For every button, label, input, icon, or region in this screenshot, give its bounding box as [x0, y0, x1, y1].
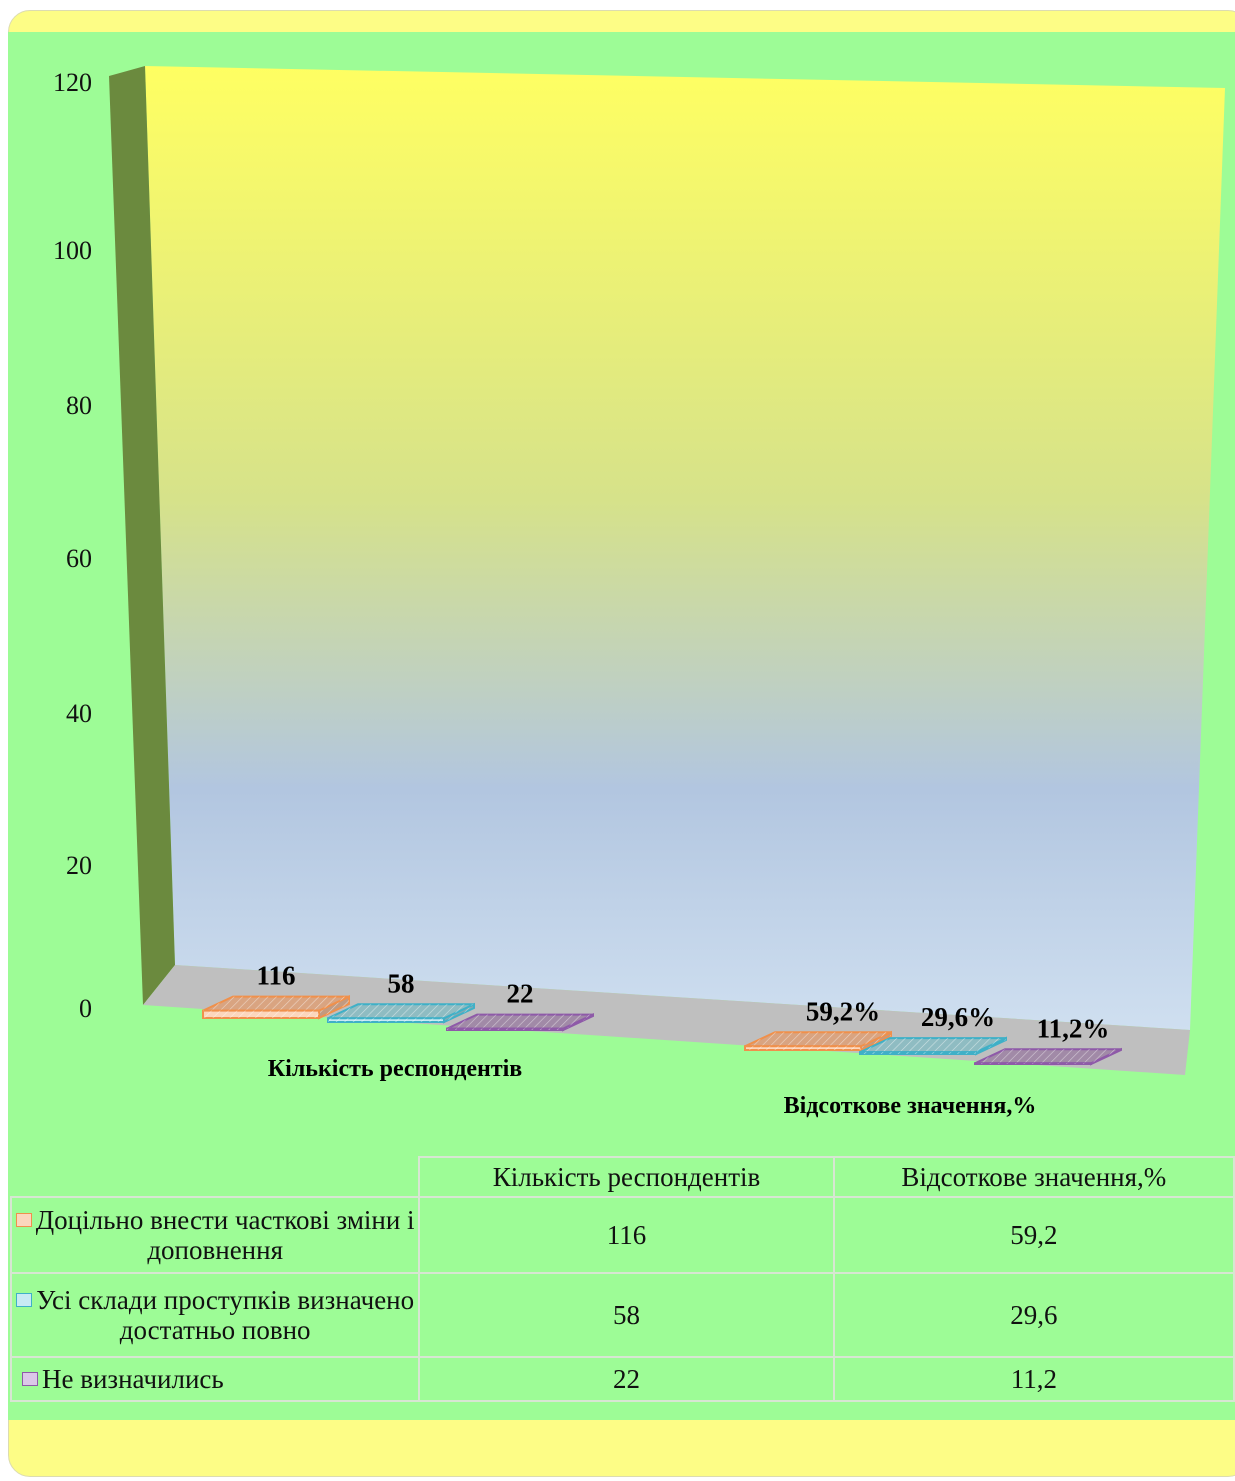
table-row: Не визначились 22 11,2 — [9, 1356, 1235, 1402]
data-label: 58 — [388, 968, 415, 998]
bar-face-hatch — [975, 1063, 1091, 1064]
bar-side-hatch — [319, 996, 349, 1018]
bar-top-hatch — [328, 1004, 474, 1019]
table-row: Доцільно внести часткові зміни і доповне… — [9, 1196, 1235, 1274]
table-corner-cell — [11, 1157, 421, 1198]
legend-key — [16, 1293, 33, 1307]
bar — [744, 1030, 892, 1052]
legend-key — [15, 1213, 32, 1227]
data-label: 22 — [507, 979, 534, 1009]
table-cell: 59,2 — [832, 1196, 1235, 1274]
bar-face-hatch — [328, 1018, 444, 1022]
bar — [327, 1002, 475, 1024]
data-label: 59,2% — [806, 996, 880, 1026]
table-row-header: Доцільно внести часткові зміни і доповне… — [9, 1196, 421, 1274]
category-label: Кількість респондентів — [268, 1056, 523, 1082]
y-tick-label: 40 — [66, 699, 92, 728]
bar-top-hatch — [745, 1032, 891, 1047]
legend-key — [22, 1372, 38, 1386]
bar — [446, 1013, 594, 1032]
y-tick-label: 80 — [66, 391, 92, 420]
table-header-row: Кількість респондентів Відсоткове значен… — [11, 1156, 1235, 1198]
bar-top-hatch — [203, 996, 349, 1011]
legend-label: Доцільно внести часткові зміни і доповне… — [35, 1205, 415, 1265]
table-header-cell: Кількість респондентів — [418, 1156, 835, 1198]
data-table: Кількість респондентів Відсоткове значен… — [9, 1156, 1235, 1402]
bar-top-hatch — [975, 1049, 1121, 1064]
data-label: 11,2% — [1037, 1013, 1110, 1043]
bar-face-hatch — [745, 1046, 861, 1050]
chart-left-wall — [109, 66, 175, 1005]
bar-face-hatch — [860, 1052, 976, 1054]
y-tick-label: 0 — [79, 994, 92, 1023]
bar — [974, 1047, 1122, 1066]
bar-top-hatch — [447, 1014, 593, 1029]
table-row-header: Не визначились — [9, 1356, 421, 1402]
table-cell: 116 — [418, 1196, 835, 1274]
y-tick-label: 20 — [66, 851, 92, 880]
table-cell: 11,2 — [832, 1356, 1235, 1402]
category-label: Відсоткове значення,% — [784, 1093, 1037, 1119]
table-cell: 58 — [418, 1272, 835, 1358]
legend-label: Усі склади проступків визначено достатнь… — [36, 1285, 415, 1345]
table-header-cell: Відсоткове значення,% — [832, 1156, 1235, 1198]
bar-face-hatch — [203, 1010, 319, 1018]
table-cell: 22 — [418, 1356, 835, 1402]
data-label: 29,6% — [921, 1002, 995, 1032]
legend-label: Не визначились — [42, 1364, 224, 1394]
y-tick-label: 60 — [66, 544, 92, 573]
bar-chart: 0 20 40 60 80 100 120 116 59,2% 58 29,6% 22 11,2% К… — [53, 66, 1225, 1119]
chart-back-wall — [145, 66, 1225, 1030]
table-row-header: Усі склади проступків визначено достатнь… — [9, 1272, 421, 1358]
bar — [202, 995, 350, 1020]
bar-face-hatch — [447, 1028, 563, 1030]
table-cell: 29,6 — [832, 1272, 1235, 1358]
y-tick-label: 100 — [53, 236, 92, 265]
table-row: Усі склади проступків визначено достатнь… — [9, 1272, 1235, 1358]
bar-top-hatch — [860, 1038, 1006, 1053]
data-label: 116 — [256, 961, 295, 991]
y-tick-label: 120 — [53, 68, 92, 97]
bar — [859, 1036, 1007, 1056]
